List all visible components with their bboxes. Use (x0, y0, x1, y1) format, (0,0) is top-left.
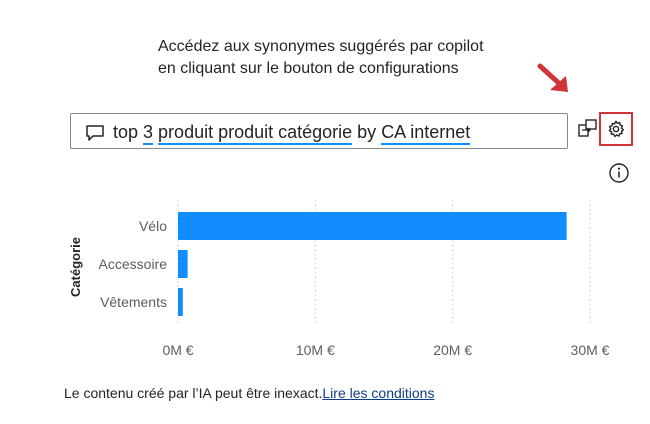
callout-line-2: en cliquant sur le bouton de configurati… (158, 60, 459, 77)
bar[interactable] (178, 288, 183, 316)
callout-line-1: Accédez aux synonymes suggérés par copil… (158, 38, 484, 55)
category-label: Vélo (139, 218, 167, 234)
gear-icon (608, 120, 625, 138)
bar[interactable] (178, 250, 188, 278)
qa-question-text: top 3 produit produit catégorie by CA intern… (113, 121, 471, 145)
settings-button[interactable] (599, 112, 633, 146)
chat-bubble-icon (86, 125, 104, 141)
annotation-callout: Accédez aux synonymes suggérés par copil… (158, 36, 538, 80)
x-tick-label: 0M € (162, 342, 193, 358)
x-tick-label: 10M € (296, 342, 335, 358)
category-label: Accessoire (99, 256, 168, 272)
qa-recognized-term: CA internet (381, 122, 471, 145)
disclaimer-text: Le contenu créé par l’IA peut être inexa… (64, 385, 323, 401)
info-icon[interactable] (608, 162, 630, 184)
y-axis-label: Catégorie (68, 237, 83, 297)
copy-to-report-icon[interactable] (578, 118, 598, 138)
qa-question-input[interactable]: top 3 produit produit catégorie by CA intern… (70, 113, 568, 149)
x-tick-label: 20M € (433, 342, 472, 358)
ai-disclaimer: Le contenu créé par l’IA peut être inexa… (64, 384, 434, 402)
red-arrow-icon (537, 63, 568, 92)
category-label: Vêtements (100, 294, 167, 310)
bar-chart: Vélo Accessoire Vêtements 0M € 10M € 20M € 30… (68, 200, 610, 358)
qa-word: top (113, 122, 139, 142)
bar[interactable] (178, 212, 567, 240)
terms-link[interactable]: Lire les conditions (322, 385, 435, 401)
qa-recognized-term: produit produit catégorie (158, 122, 353, 145)
qa-recognized-term: 3 (143, 122, 154, 145)
x-tick-label: 30M € (571, 342, 610, 358)
qa-word: by (357, 122, 377, 142)
